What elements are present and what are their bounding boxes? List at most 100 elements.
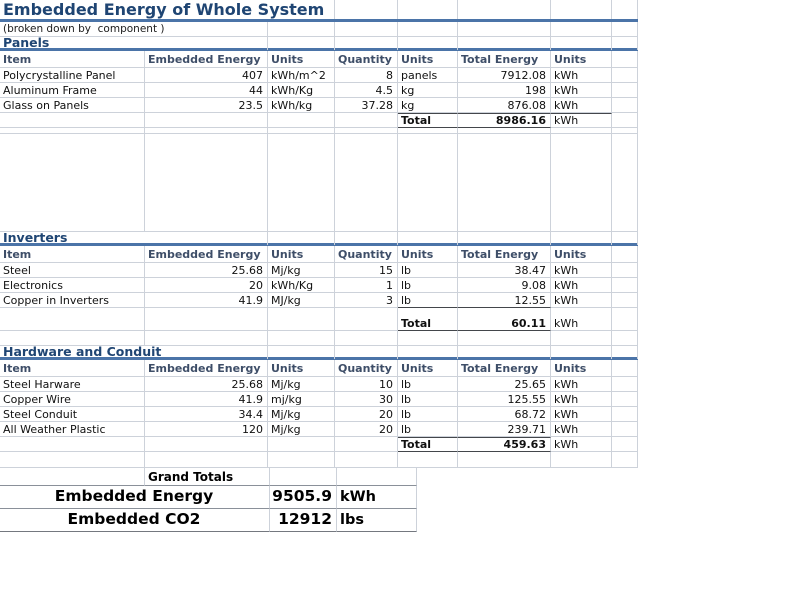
cell-item[interactable]: Steel Harware (0, 377, 145, 392)
cell-item[interactable]: Electronics (0, 278, 145, 293)
total-label[interactable]: Total (398, 113, 458, 128)
cell-ee-units[interactable]: Mj/kg (268, 377, 335, 392)
cell-total-energy[interactable]: 125.55 (458, 392, 551, 407)
total-value[interactable]: 60.11 (458, 316, 551, 331)
cell-ee-units[interactable]: kWh/m^2 (268, 68, 335, 83)
total-units[interactable]: kWh (551, 316, 612, 331)
column-header-item[interactable]: Item (0, 51, 145, 68)
cell-item[interactable]: Copper Wire (0, 392, 145, 407)
column-header-units[interactable]: Units (551, 360, 612, 377)
cell-embedded-energy[interactable]: 41.9 (145, 293, 268, 308)
cell-item[interactable]: Steel (0, 263, 145, 278)
column-header-total-energy[interactable]: Total Energy (458, 360, 551, 377)
sheet-title[interactable]: Embedded Energy of Whole System (0, 0, 335, 19)
cell-item[interactable]: Copper in Inverters (0, 293, 145, 308)
column-header-embedded-energy[interactable]: Embedded Energy (145, 246, 268, 263)
column-header-units[interactable]: Units (268, 360, 335, 377)
cell-quantity[interactable]: 10 (335, 377, 398, 392)
column-header-quantity[interactable]: Quantity (335, 246, 398, 263)
cell-embedded-energy[interactable]: 25.68 (145, 377, 268, 392)
cell-te-units[interactable]: kWh (551, 407, 612, 422)
grand-total-units[interactable]: lbs (337, 509, 417, 532)
cell-qty-units[interactable]: kg (398, 83, 458, 98)
cell-ee-units[interactable]: MJ/kg (268, 293, 335, 308)
grand-totals-header[interactable]: Grand Totals (145, 468, 270, 486)
cell-total-energy[interactable]: 7912.08 (458, 68, 551, 83)
cell-ee-units[interactable]: Mj/kg (268, 422, 335, 437)
cell-quantity[interactable]: 20 (335, 407, 398, 422)
cell-quantity[interactable]: 30 (335, 392, 398, 407)
cell-ee-units[interactable]: Mj/kg (268, 263, 335, 278)
cell-embedded-energy[interactable]: 23.5 (145, 98, 268, 113)
column-header-item[interactable]: Item (0, 360, 145, 377)
cell-embedded-energy[interactable]: 407 (145, 68, 268, 83)
cell-total-energy[interactable]: 876.08 (458, 98, 551, 113)
total-units[interactable]: kWh (551, 437, 612, 452)
cell-embedded-energy[interactable]: 25.68 (145, 263, 268, 278)
cell-quantity[interactable]: 20 (335, 422, 398, 437)
grand-total-label[interactable]: Embedded Energy (0, 486, 270, 509)
cell-total-energy[interactable]: 198 (458, 83, 551, 98)
cell-item[interactable]: Aluminum Frame (0, 83, 145, 98)
grand-total-label[interactable]: Embedded CO2 (0, 509, 270, 532)
cell-quantity[interactable]: 8 (335, 68, 398, 83)
cell-item[interactable]: Polycrystalline Panel (0, 68, 145, 83)
cell-te-units[interactable]: kWh (551, 293, 612, 308)
cell-qty-units[interactable]: lb (398, 377, 458, 392)
cell-te-units[interactable]: kWh (551, 392, 612, 407)
cell-te-units[interactable]: kWh (551, 278, 612, 293)
cell-te-units[interactable]: kWh (551, 83, 612, 98)
cell-te-units[interactable]: kWh (551, 377, 612, 392)
cell-total-energy[interactable]: 12.55 (458, 293, 551, 308)
cell-te-units[interactable]: kWh (551, 422, 612, 437)
cell-embedded-energy[interactable]: 44 (145, 83, 268, 98)
total-value[interactable]: 459.63 (458, 437, 551, 452)
column-header-units[interactable]: Units (398, 51, 458, 68)
grand-total-value[interactable]: 12912 (270, 509, 337, 532)
cell-embedded-energy[interactable]: 41.9 (145, 392, 268, 407)
grand-total-value[interactable]: 9505.9 (270, 486, 337, 509)
column-header-embedded-energy[interactable]: Embedded Energy (145, 360, 268, 377)
column-header-units[interactable]: Units (551, 51, 612, 68)
cell-item[interactable]: All Weather Plastic (0, 422, 145, 437)
cell-qty-units[interactable]: lb (398, 422, 458, 437)
section-title-panels[interactable]: Panels (0, 36, 268, 50)
section-title-inverters[interactable]: Inverters (0, 231, 268, 245)
cell-ee-units[interactable]: Mj/kg (268, 407, 335, 422)
cell-quantity[interactable]: 37.28 (335, 98, 398, 113)
cell-quantity[interactable]: 15 (335, 263, 398, 278)
cell-qty-units[interactable]: lb (398, 263, 458, 278)
total-units[interactable]: kWh (551, 113, 612, 128)
column-header-embedded-energy[interactable]: Embedded Energy (145, 51, 268, 68)
cell-quantity[interactable]: 3 (335, 293, 398, 308)
column-header-total-energy[interactable]: Total Energy (458, 246, 551, 263)
cell-embedded-energy[interactable]: 20 (145, 278, 268, 293)
cell-total-energy[interactable]: 38.47 (458, 263, 551, 278)
cell-quantity[interactable]: 1 (335, 278, 398, 293)
column-header-quantity[interactable]: Quantity (335, 51, 398, 68)
cell-embedded-energy[interactable]: 34.4 (145, 407, 268, 422)
column-header-units[interactable]: Units (398, 360, 458, 377)
column-header-units[interactable]: Units (398, 246, 458, 263)
column-header-units[interactable]: Units (551, 246, 612, 263)
cell-item[interactable]: Steel Conduit (0, 407, 145, 422)
cell-ee-units[interactable]: kWh/kg (268, 98, 335, 113)
cell-qty-units[interactable]: panels (398, 68, 458, 83)
total-label[interactable]: Total (398, 316, 458, 331)
cell-embedded-energy[interactable]: 120 (145, 422, 268, 437)
column-header-quantity[interactable]: Quantity (335, 360, 398, 377)
cell-qty-units[interactable]: lb (398, 392, 458, 407)
cell-qty-units[interactable]: kg (398, 98, 458, 113)
cell-qty-units[interactable]: lb (398, 407, 458, 422)
column-header-total-energy[interactable]: Total Energy (458, 51, 551, 68)
section-title-hardware[interactable]: Hardware and Conduit (0, 345, 268, 359)
grand-total-units[interactable]: kWh (337, 486, 417, 509)
cell-te-units[interactable]: kWh (551, 98, 612, 113)
cell-item[interactable]: Glass on Panels (0, 98, 145, 113)
cell-total-energy[interactable]: 9.08 (458, 278, 551, 293)
cell-total-energy[interactable]: 239.71 (458, 422, 551, 437)
cell-total-energy[interactable]: 68.72 (458, 407, 551, 422)
sheet-subtitle[interactable]: (broken down by component ) (0, 22, 268, 37)
column-header-units[interactable]: Units (268, 51, 335, 68)
cell-ee-units[interactable]: kWh/Kg (268, 278, 335, 293)
